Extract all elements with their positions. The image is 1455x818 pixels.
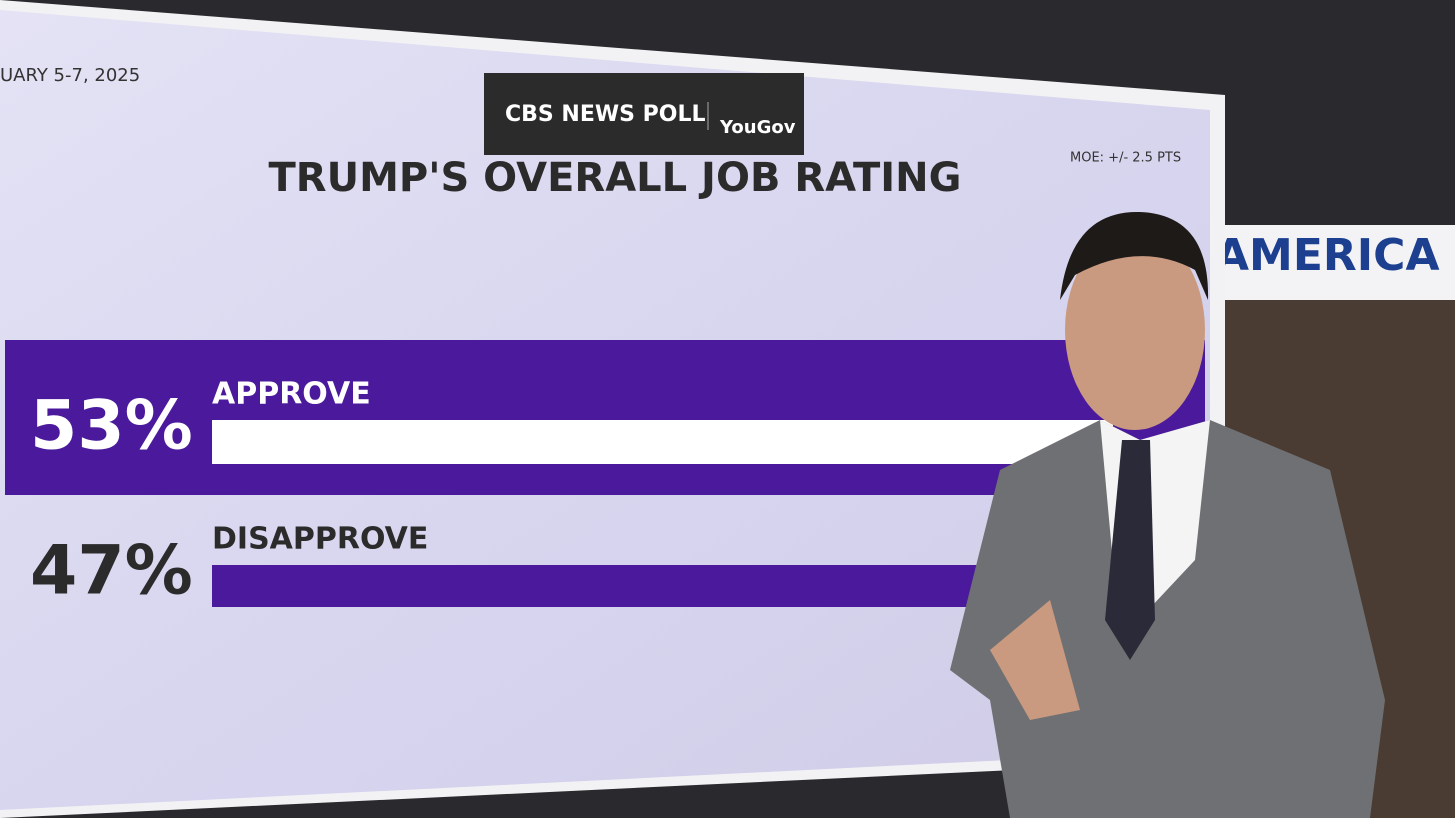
partner-logo: YouGov <box>719 117 796 138</box>
chart-title: TRUMP'S OVERALL JOB RATING <box>269 155 962 201</box>
hand <box>990 600 1080 720</box>
face <box>1065 230 1205 430</box>
presenter <box>950 211 1385 818</box>
moe-note: MOE: +/- 2.5 PTS <box>1070 151 1181 166</box>
bar <box>212 565 1011 607</box>
value-label: 53% <box>30 387 193 466</box>
logo-box <box>484 73 804 155</box>
bar <box>212 420 1113 464</box>
suit <box>950 420 1385 818</box>
backdrop-panel <box>1210 225 1455 305</box>
plot: APPROVE 53% DISAPPROVE 47% <box>5 340 1205 611</box>
hair <box>1060 211 1209 300</box>
value-label: 47% <box>30 532 193 611</box>
category-label: DISAPPROVE <box>212 522 428 557</box>
category-label: APPROVE <box>212 377 371 412</box>
tie <box>1105 440 1155 660</box>
source-logo: CBS NEWS POLL <box>505 102 706 127</box>
backdrop-sign: AMERICA DE <box>1215 230 1455 281</box>
poll-date: UARY 5-7, 2025 <box>0 65 140 86</box>
